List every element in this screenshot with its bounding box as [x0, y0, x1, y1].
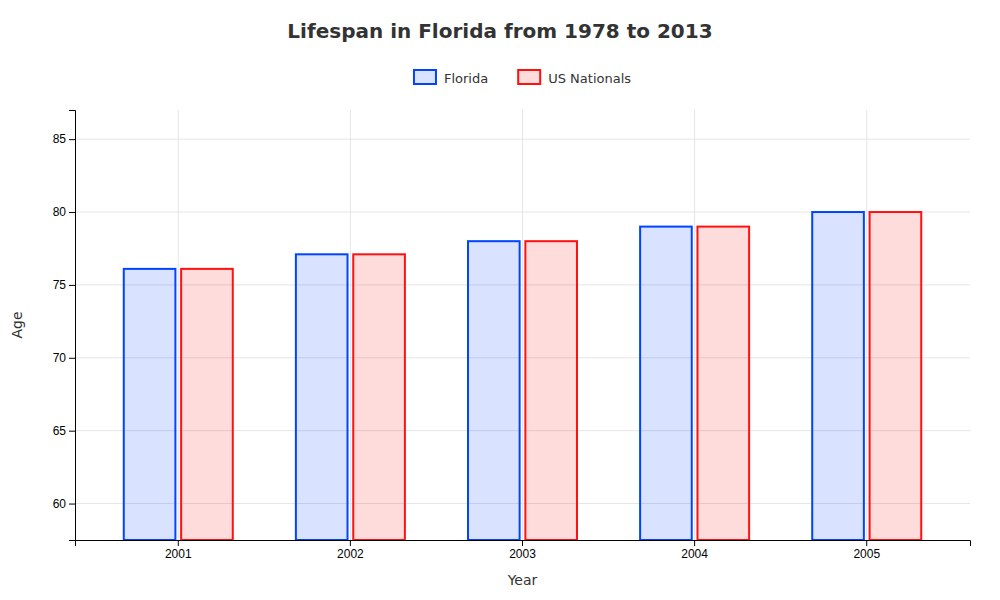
- y-tick-label: 65: [53, 424, 67, 438]
- x-tick: 2003: [509, 540, 536, 561]
- x-tick-mark: [522, 540, 523, 546]
- bar: [640, 227, 692, 540]
- y-tick-mark: [69, 358, 75, 359]
- y-tick: 65: [53, 424, 75, 438]
- grid-line-x: [178, 110, 179, 540]
- y-tick-label: 80: [53, 205, 67, 219]
- grid-line-x: [350, 110, 351, 540]
- y-axis-title: Age: [9, 311, 25, 338]
- bar: [812, 212, 864, 540]
- y-tick-mark: [69, 285, 75, 286]
- bars: [124, 212, 921, 540]
- y-tick-label: 85: [53, 132, 67, 146]
- grid: [75, 110, 970, 540]
- series: [124, 212, 864, 540]
- y-tick-label: 60: [53, 497, 67, 511]
- grid-line-x: [522, 110, 523, 540]
- bar: [181, 269, 233, 540]
- y-tick-mark: [69, 212, 75, 213]
- legend-label: US Nationals: [548, 71, 631, 86]
- y-tick-label: 75: [53, 278, 67, 292]
- x-axis-title: Year: [507, 572, 538, 588]
- x-tick-mark: [694, 540, 695, 546]
- grid-line-x: [694, 110, 695, 540]
- x-tick: 2002: [337, 540, 364, 561]
- bar: [870, 212, 922, 540]
- bar: [124, 269, 176, 540]
- bar: [296, 254, 348, 540]
- legend: Florida US Nationals: [414, 70, 631, 86]
- y-tick-label: 70: [53, 351, 67, 365]
- x-tick-mark: [866, 540, 867, 546]
- x-tick-label: 2001: [165, 547, 192, 561]
- bar: [697, 227, 749, 540]
- bar: [525, 241, 577, 540]
- x-tick-mark: [350, 540, 351, 546]
- x-tick: 2004: [681, 540, 708, 561]
- y-tick: 70: [53, 351, 75, 365]
- legend-swatch: [414, 70, 436, 84]
- x-axis-line: [76, 541, 971, 547]
- y-tick-mark: [69, 139, 75, 140]
- bar: [468, 241, 520, 540]
- bar: [353, 254, 405, 540]
- title: Lifespan in Florida from 1978 to 2013: [287, 19, 712, 43]
- x-tick: 2005: [853, 540, 880, 561]
- x-tick-mark: [178, 540, 179, 546]
- y-axis: 60 65 70 75 80 85: [53, 111, 76, 541]
- series: [181, 212, 921, 540]
- y-tick: 75: [53, 278, 75, 292]
- x-tick-label: 2003: [509, 547, 536, 561]
- legend-item: US Nationals: [518, 70, 631, 86]
- x-tick-label: 2005: [853, 547, 880, 561]
- legend-label: Florida: [444, 71, 488, 86]
- y-tick: 60: [53, 497, 75, 511]
- y-tick: 85: [53, 132, 75, 146]
- y-tick: 80: [53, 205, 75, 219]
- x-tick: 2001: [165, 540, 192, 561]
- x-tick-label: 2004: [681, 547, 708, 561]
- grid-line-x: [866, 110, 867, 540]
- y-tick-mark: [69, 431, 75, 432]
- y-tick-mark: [69, 504, 75, 505]
- x-tick-label: 2002: [337, 547, 364, 561]
- legend-item: Florida: [414, 70, 488, 86]
- y-axis-line: [69, 111, 76, 541]
- plot: 2001 2002 2003 2004 2005 60 65 70 75 80 85: [53, 110, 971, 561]
- x-axis: 2001 2002 2003 2004 2005: [76, 540, 971, 561]
- chart: 2001 2002 2003 2004 2005 60 65 70 75 80 85 Year Age L…: [0, 0, 1000, 600]
- legend-swatch: [518, 70, 540, 84]
